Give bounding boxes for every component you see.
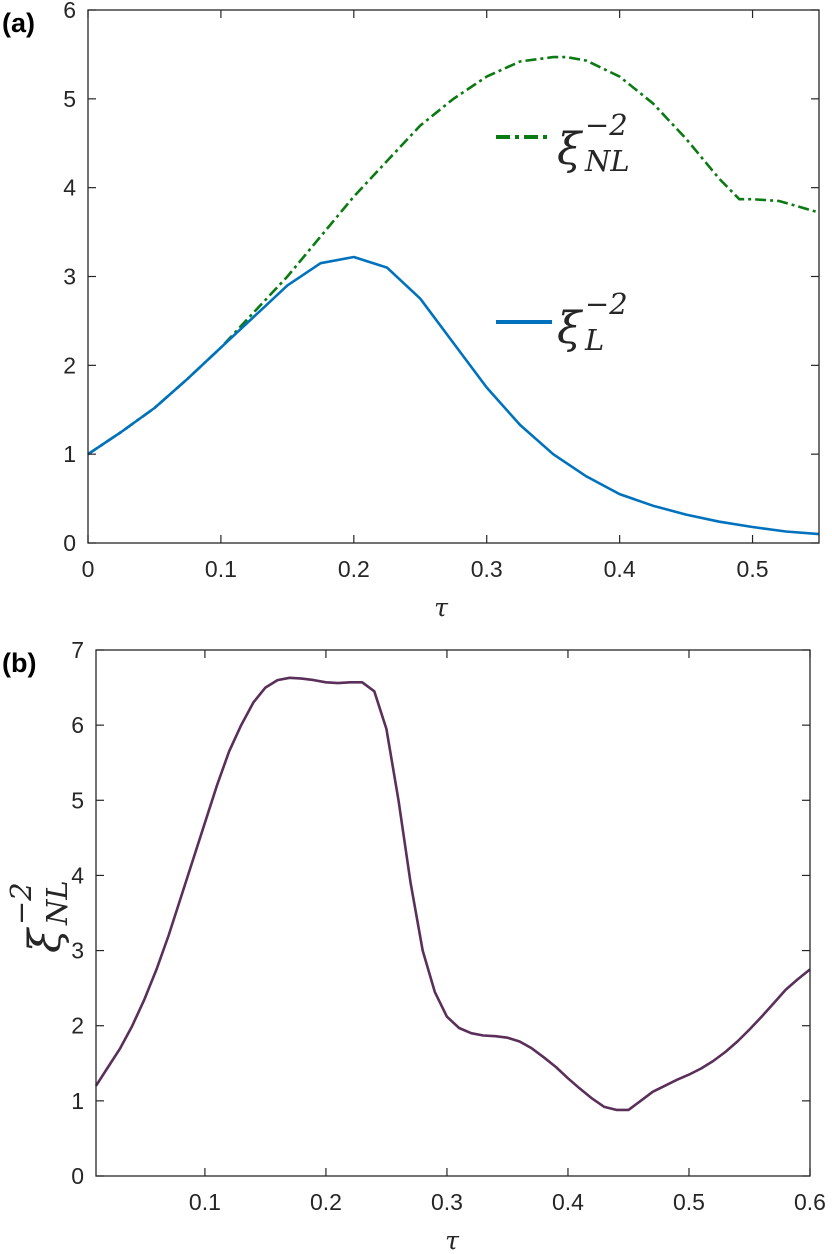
- legend-l-sub: L: [584, 323, 604, 357]
- panel-b-ytick-label: 4: [71, 862, 84, 888]
- panel-a-axes-box: [87, 9, 820, 544]
- panel-a-label: (a): [2, 8, 35, 38]
- panel-b-ylabel-sup: −2: [4, 882, 38, 925]
- panel-b-series-line-0: [94, 676, 811, 1112]
- panel-a-series-line-1: [87, 255, 820, 536]
- legend-nl-base: ξ: [557, 124, 584, 175]
- panel-a-xtick-label: 0.4: [604, 556, 636, 582]
- panel-a-series-line-0: [87, 55, 820, 456]
- panel-b-xtick-label: 0.4: [552, 1189, 584, 1215]
- panel-b-ytick-label: 1: [71, 1088, 84, 1114]
- panel-a-legend: ξ −2 NL ξ −2 L: [496, 108, 630, 357]
- panel-b-ylabel-base: ξ: [20, 926, 71, 953]
- panel-b-label: (b): [2, 648, 36, 678]
- panel-b-ylabel-sub: NL: [40, 880, 74, 926]
- panel-a-ytick-label: 1: [63, 441, 76, 467]
- panel-a-ytick-label: 2: [63, 352, 76, 378]
- panel-b-ylabel: ξ −2 NL: [4, 880, 74, 953]
- panel-a-ytick-label: 3: [63, 264, 76, 290]
- panel-b-xtick-label: 0.6: [794, 1189, 826, 1215]
- panel-a-xtick-label: 0: [82, 556, 95, 582]
- panel-a: (a) 0 0.1 0.2 0.3 0.4 0.5 0 1 2 3 4 5 6 τ ξ −2 NL ξ …: [2, 0, 820, 622]
- panel-b-xtick-label: 0.1: [189, 1189, 221, 1215]
- panel-b-ytick-label: 6: [71, 712, 84, 738]
- panel-a-xtick-label: 0.3: [471, 556, 503, 582]
- legend-nl-sup: −2: [585, 108, 628, 142]
- panel-b-ytick-label: 7: [71, 637, 84, 663]
- panel-b-xlabel: τ: [445, 1226, 460, 1254]
- panel-b-ticks: 0.1 0.2 0.3 0.4 0.5 0.6 0 1 2 3 4 5 6 7: [71, 637, 826, 1215]
- panel-a-series-group: [87, 55, 820, 536]
- panel-a-ticks: 0 0.1 0.2 0.3 0.4 0.5 0 1 2 3 4 5 6: [63, 0, 819, 582]
- panel-a-ytick-label: 6: [63, 0, 76, 23]
- panel-b-ytick-label: 2: [71, 1013, 84, 1039]
- panel-a-ytick-label: 5: [63, 86, 76, 112]
- panel-b-axes-box: [95, 649, 811, 1177]
- panel-b-xtick-label: 0.5: [673, 1189, 705, 1215]
- panel-a-ytick-label: 4: [63, 175, 76, 201]
- panel-b-series-group: [94, 676, 811, 1112]
- legend-l-sup: −2: [585, 287, 628, 321]
- panel-a-xtick-label: 0.2: [338, 556, 370, 582]
- panel-b-ytick-label: 0: [71, 1163, 84, 1189]
- legend-l-base: ξ: [557, 303, 584, 354]
- panel-b-xtick-label: 0.2: [310, 1189, 342, 1215]
- panel-a-ytick-label: 0: [63, 530, 76, 556]
- panel-b-ytick-label: 5: [71, 787, 84, 813]
- panel-b-xtick-label: 0.3: [431, 1189, 463, 1215]
- panel-a-xtick-label: 0.5: [737, 556, 769, 582]
- panel-a-xlabel: τ: [434, 593, 449, 622]
- panel-a-xtick-label: 0.1: [205, 556, 237, 582]
- panel-b-ytick-label: 3: [71, 938, 84, 964]
- panel-b: (b) 0.1 0.2 0.3 0.4 0.5 0.6 0 1 2 3 4 5 6 7 τ ξ −2 NL: [2, 637, 826, 1254]
- legend-nl-sub: NL: [584, 144, 630, 178]
